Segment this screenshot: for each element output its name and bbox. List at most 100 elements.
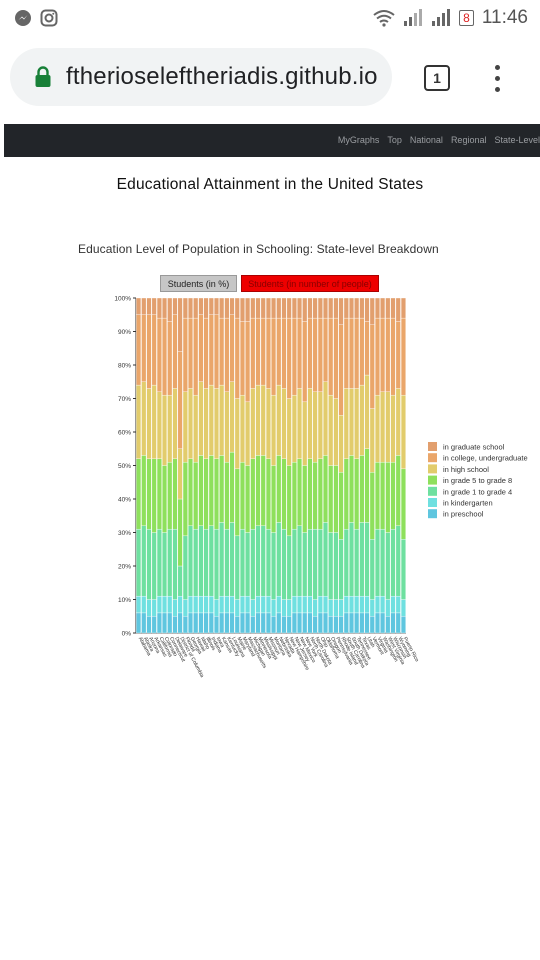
bar-segment (219, 612, 225, 634)
legend-label: in graduate school (443, 443, 505, 452)
bar-segment (354, 388, 360, 459)
wifi-icon (373, 10, 395, 27)
bar-segment (297, 297, 303, 319)
students-number-button[interactable]: Students (in number of people) (241, 275, 379, 292)
nav-link-national[interactable]: National (409, 135, 443, 145)
bar-segment (338, 599, 344, 617)
bar-segment (156, 317, 162, 392)
bar-segment (369, 297, 375, 325)
bar-segment (162, 532, 168, 597)
bar-segment (203, 388, 209, 459)
nav-link-top[interactable]: Top (387, 135, 402, 145)
x-tick-label: Texas (360, 636, 372, 651)
bar-segment (380, 317, 386, 392)
bar-segment (177, 595, 183, 614)
bar-segment (343, 595, 349, 614)
bar-segment (380, 391, 386, 463)
bar-segment (374, 394, 380, 463)
bar-segment (307, 595, 313, 614)
students-percent-button[interactable]: Students (in %) (160, 275, 237, 292)
y-tick-label: 30% (118, 530, 131, 537)
bar-segment (255, 297, 261, 319)
bar-segment (141, 314, 147, 382)
bar-segment (354, 317, 360, 389)
bar-segment (177, 498, 183, 567)
messenger-icon (15, 10, 31, 26)
more-menu-icon[interactable] (490, 65, 506, 95)
bar-segment (182, 391, 188, 463)
bar-segment (333, 317, 339, 399)
bar-segment (343, 317, 349, 389)
bar-segment (151, 458, 157, 533)
bar-segment (219, 595, 225, 614)
bar-segment (239, 461, 245, 530)
bar-segment (172, 528, 178, 600)
nav-link-regional[interactable]: Regional (450, 135, 487, 145)
bar-segment (167, 461, 173, 530)
bar-segment (333, 398, 339, 466)
bar-segment (136, 297, 142, 315)
bar-segment (317, 528, 323, 597)
bar-segment (380, 461, 386, 530)
bar-segment (359, 384, 365, 456)
bar-segment (245, 401, 251, 466)
bar-segment (255, 384, 261, 456)
bar-segment (364, 612, 370, 634)
bar-segment (354, 528, 360, 597)
bar-segment (359, 317, 365, 386)
bar-segment (198, 612, 204, 634)
bar-segment (141, 612, 147, 634)
bar-segment (167, 394, 173, 463)
bar-segment (385, 317, 391, 392)
bar-segment (385, 297, 391, 319)
legend-label: in kindergarten (443, 499, 493, 508)
tab-switcher-button[interactable]: 1 (424, 65, 450, 91)
bar-segment (400, 616, 406, 634)
bar-segment (271, 599, 277, 617)
bar-segment (328, 532, 334, 600)
bar-segment (229, 381, 235, 453)
url-text[interactable]: ftherioseleftheriadis.github.io (66, 63, 378, 90)
bar-segment (307, 458, 313, 530)
bar-segment (276, 455, 282, 523)
bar-segment (162, 394, 168, 466)
bar-segment (255, 455, 261, 526)
bar-segment (141, 297, 147, 315)
bar-segment (260, 455, 266, 526)
bar-segment (182, 616, 188, 634)
bar-segment (203, 458, 209, 530)
bar-segment (260, 317, 266, 386)
bar-segment (312, 528, 318, 600)
bar-segment (239, 528, 245, 597)
bar-segment (291, 595, 297, 614)
bar-segment (182, 461, 188, 537)
nav-link-state-level[interactable]: State-Level (494, 135, 540, 145)
bar-segment (276, 297, 282, 319)
bar-segment (364, 522, 370, 597)
bar-segment (188, 297, 193, 319)
bar-segment (328, 616, 334, 634)
bar-segment (312, 317, 318, 392)
bar-segment (317, 317, 323, 392)
address-bar[interactable]: ftherioseleftheriadis.github.io (10, 48, 392, 106)
bar-segment (172, 297, 178, 315)
bar-segment (198, 297, 204, 315)
bar-segment (374, 528, 380, 597)
bar-segment (354, 612, 360, 634)
bar-segment (369, 408, 375, 473)
bar-segment (317, 297, 323, 319)
bar-segment (349, 388, 354, 456)
bar-segment (312, 616, 318, 634)
bar-segment (323, 381, 328, 456)
bar-segment (395, 612, 401, 634)
bar-segment (338, 472, 344, 540)
bar-segment (343, 388, 349, 459)
bar-segment (188, 388, 193, 459)
bar-segment (385, 532, 391, 600)
bar-segment (156, 458, 162, 530)
bar-segment (291, 297, 297, 319)
nav-link-mygraphs[interactable]: MyGraphs (337, 135, 380, 145)
bar-segment (380, 595, 386, 614)
bar-segment (219, 522, 225, 597)
bar-segment (276, 384, 282, 456)
